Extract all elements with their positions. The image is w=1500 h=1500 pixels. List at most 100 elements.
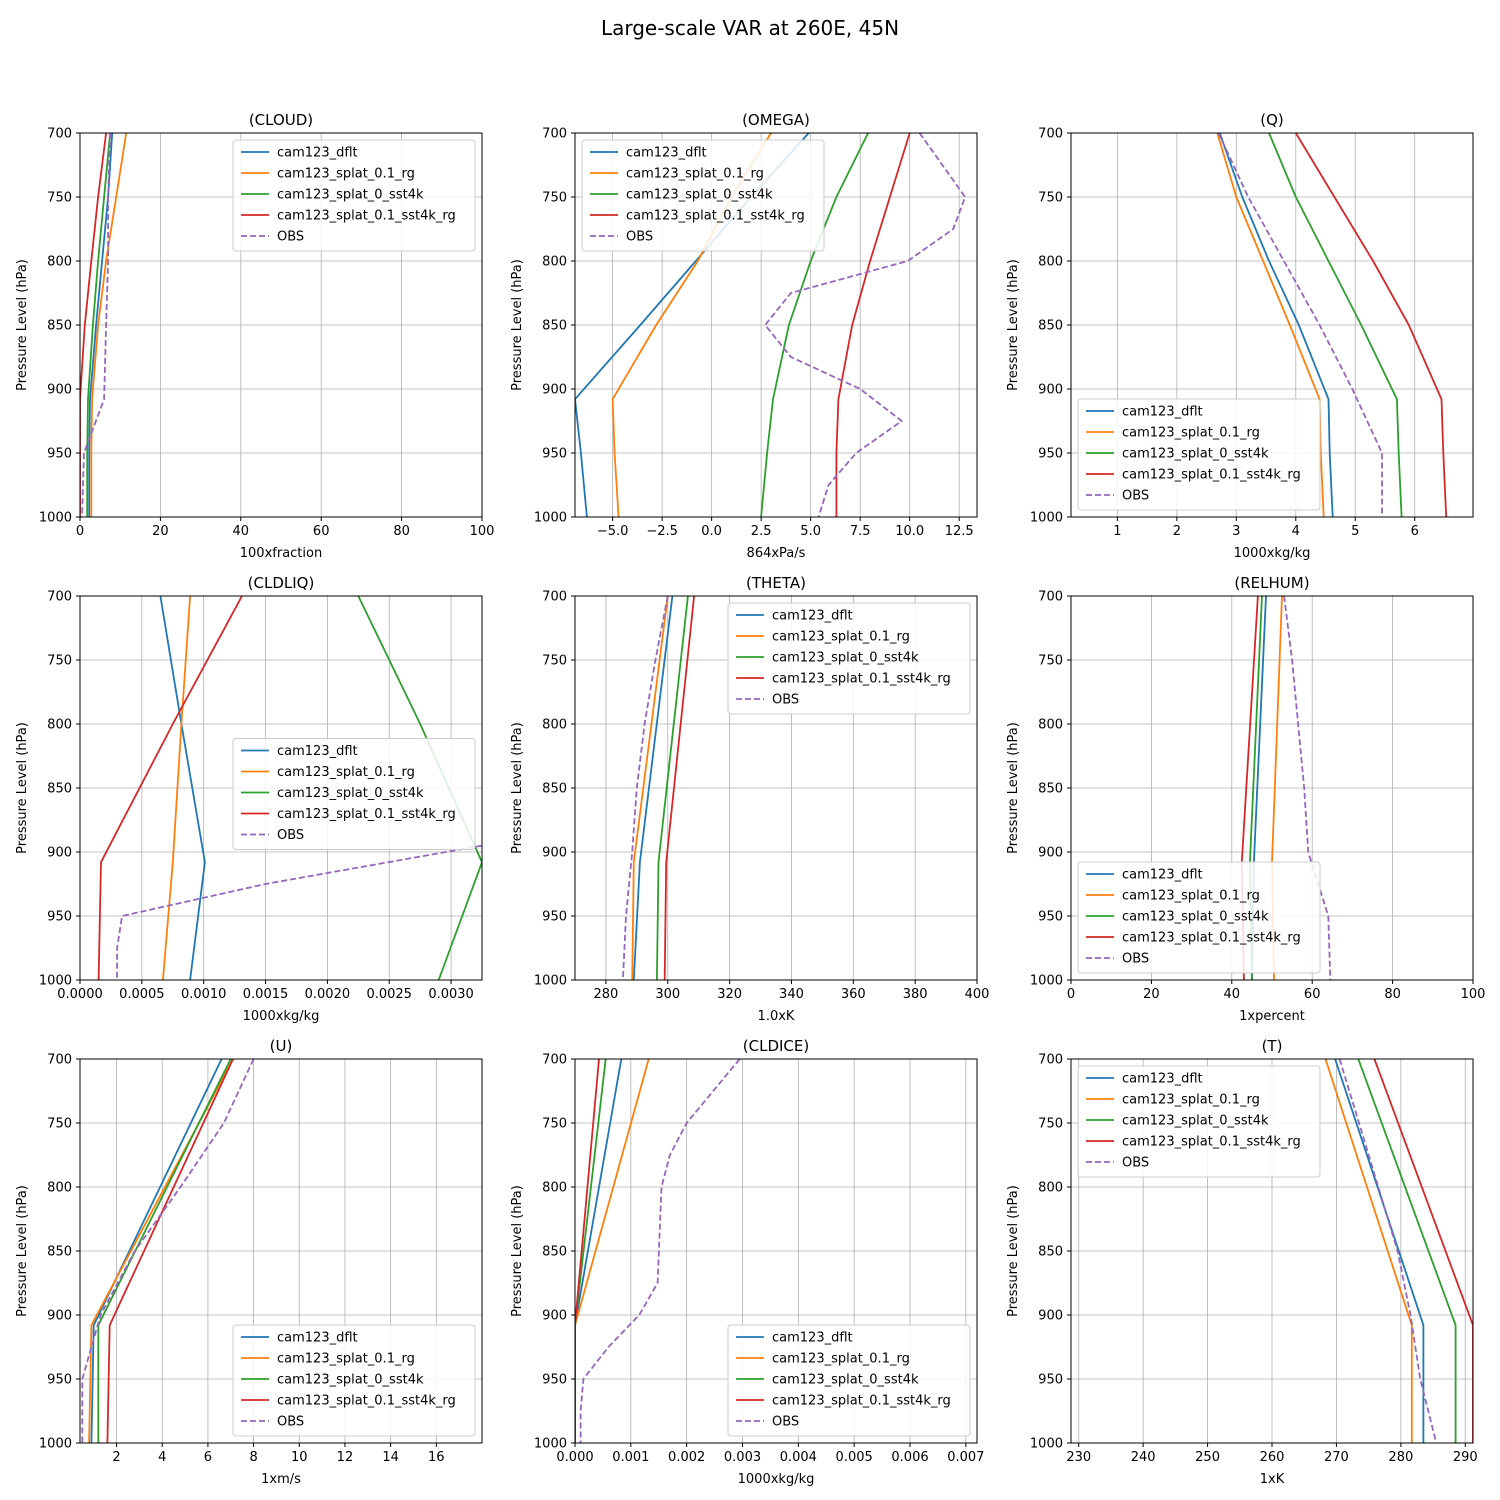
legend-label: cam123_splat_0_sst4k: [772, 651, 919, 666]
legend: cam123_dflt cam123_splat_0.1_rg cam123_spl…: [1077, 861, 1321, 974]
subplot-cldliq: 0.0000 0.0005 0.0010 0.0015 0.0020 0.0025 0.00…: [15, 574, 483, 1024]
series-line-cam123-splat-0-1-sst4k-rg: [835, 133, 911, 517]
x-axis-label: 1xpercent: [1239, 1009, 1305, 1024]
legend-box: [232, 1324, 476, 1437]
x-tick-label: 100: [1461, 987, 1486, 1002]
legend-label: cam123_splat_0_sst4k: [277, 1373, 424, 1388]
plot-area: [81, 1059, 255, 1443]
y-tick-label: 1000: [1030, 974, 1063, 989]
x-tick-label: 0.0000: [57, 987, 103, 1002]
x-tick-label: 0.004: [780, 1450, 817, 1465]
x-tick-label: 0: [76, 524, 84, 539]
y-tick-label: 800: [47, 1181, 72, 1196]
y-axis-label: Pressure Level (hPa): [510, 722, 525, 854]
legend: cam123_dflt cam123_splat_0.1_rg cam123_spl…: [727, 1324, 971, 1437]
y-tick-label: 800: [1038, 255, 1063, 270]
y-axis-label: Pressure Level (hPa): [510, 259, 525, 391]
x-tick-label: 80: [393, 524, 410, 539]
legend-label: OBS: [1122, 952, 1149, 967]
y-axis-label: Pressure Level (hPa): [1006, 722, 1021, 854]
legend-label: cam123_splat_0.1_sst4k_rg: [1122, 931, 1301, 946]
y-tick-label: 950: [1038, 447, 1063, 462]
legend-label: cam123_splat_0_sst4k: [626, 188, 773, 203]
legend-label: cam123_dflt: [772, 609, 853, 624]
legend-label: OBS: [1122, 1156, 1149, 1171]
series-line-cam123-dflt: [575, 1059, 623, 1443]
y-tick-label: 850: [542, 1245, 567, 1260]
x-tick-label: 60: [1304, 987, 1321, 1002]
y-tick-label: 950: [1038, 1373, 1063, 1388]
x-tick-label: 0.0030: [428, 987, 474, 1002]
y-tick-label: 850: [1038, 1245, 1063, 1260]
y-tick-label: 950: [47, 910, 72, 925]
x-tick-label: 4: [158, 1450, 166, 1465]
legend-label: cam123_splat_0_sst4k: [1122, 910, 1269, 925]
x-tick-label: 1: [1113, 524, 1121, 539]
y-tick-label: 700: [1038, 1053, 1063, 1068]
series-line-cam123-splat-0-sst4k: [1357, 1059, 1457, 1443]
legend-box: [727, 602, 971, 715]
y-axis-label: Pressure Level (hPa): [15, 722, 30, 854]
series-line-cam123-splat-0-sst4k: [1268, 133, 1403, 517]
series-line-cam123-splat-0-1-sst4k-rg: [106, 1059, 234, 1443]
x-tick-label: 60: [313, 524, 330, 539]
y-tick-label: 700: [47, 1053, 72, 1068]
y-tick-label: 950: [542, 447, 567, 462]
legend-label: cam123_splat_0.1_rg: [772, 630, 910, 645]
x-tick-label: 250: [1195, 1450, 1220, 1465]
legend-label: cam123_splat_0.1_rg: [1122, 889, 1260, 904]
y-tick-label: 950: [47, 447, 72, 462]
y-tick-label: 800: [47, 255, 72, 270]
subplot-u: 2 4 6 8 10 12 14 16 700 750 800 850 900 950 1000 (U) 1xm…: [15, 1037, 483, 1487]
y-tick-label: 750: [47, 191, 72, 206]
subplot-theta: 280 300 320 340 360 380 400 700 750 800 850 900 950 1…: [510, 574, 989, 1024]
x-tick-label: 20: [152, 524, 169, 539]
x-tick-label: 8: [249, 1450, 257, 1465]
x-tick-label: 2: [112, 1450, 120, 1465]
x-axis-label: 1000xkg/kg: [738, 1472, 815, 1487]
subplot-title: (CLOUD): [249, 111, 313, 129]
series-line-OBS: [622, 596, 669, 980]
x-tick-label: 40: [1224, 987, 1241, 1002]
x-tick-label: 100: [470, 524, 495, 539]
y-tick-label: 900: [47, 383, 72, 398]
subplot-cloud: 0 20 40 60 80 100 700 750 800 850 900 950 1000 (CLOUD…: [15, 111, 494, 561]
legend: cam123_dflt cam123_splat_0.1_rg cam123_spl…: [232, 1324, 476, 1437]
x-axis-label: 1xm/s: [261, 1472, 301, 1487]
legend-label: cam123_dflt: [1122, 1072, 1203, 1087]
legend-label: cam123_dflt: [277, 146, 358, 161]
x-tick-label: 0.001: [612, 1450, 649, 1465]
legend-label: cam123_dflt: [1122, 405, 1203, 420]
legend-label: cam123_splat_0_sst4k: [1122, 1114, 1269, 1129]
legend: cam123_dflt cam123_splat_0.1_rg cam123_spl…: [581, 139, 825, 252]
series-line-cam123-dflt: [1218, 133, 1334, 517]
x-axis-label: 1xK: [1260, 1472, 1285, 1487]
x-axis-label: 864xPa/s: [747, 546, 806, 561]
x-tick-label: 0.0015: [243, 987, 289, 1002]
x-tick-label: 3: [1232, 524, 1240, 539]
x-tick-label: 0.0025: [366, 987, 412, 1002]
x-tick-label: 20: [1143, 987, 1160, 1002]
x-tick-label: 0.003: [724, 1450, 761, 1465]
series-line-cam123-splat-0-1-sst4k-rg: [97, 596, 243, 980]
legend-box: [1077, 861, 1321, 974]
x-tick-label: 0: [1067, 987, 1075, 1002]
subplot-omega: −5.0 −2.5 0.0 2.5 5.0 7.5 10.0 12.5 700 750 800 850…: [510, 111, 978, 561]
figure-title: Large-scale VAR at 260E, 45N: [600, 16, 900, 40]
x-axis-label: 1.0xK: [758, 1009, 795, 1024]
x-tick-label: 0.0010: [181, 987, 227, 1002]
x-axis-label: 1000xkg/kg: [1234, 546, 1311, 561]
series-line-cam123-splat-0-1-sst4k-rg: [1295, 133, 1448, 517]
x-tick-label: 290: [1453, 1450, 1478, 1465]
series-line-OBS: [1283, 596, 1332, 980]
legend-label: cam123_splat_0_sst4k: [772, 1373, 919, 1388]
y-tick-label: 900: [1038, 846, 1063, 861]
legend-label: cam123_splat_0.1_rg: [772, 1352, 910, 1367]
subplot-title: (T): [1262, 1037, 1283, 1055]
legend: cam123_dflt cam123_splat_0.1_rg cam123_spl…: [232, 738, 476, 850]
y-tick-label: 950: [542, 910, 567, 925]
y-axis-label: Pressure Level (hPa): [1006, 1185, 1021, 1317]
y-tick-label: 900: [542, 1309, 567, 1324]
y-tick-label: 850: [47, 1245, 72, 1260]
legend-label: cam123_splat_0.1_rg: [277, 1352, 415, 1367]
